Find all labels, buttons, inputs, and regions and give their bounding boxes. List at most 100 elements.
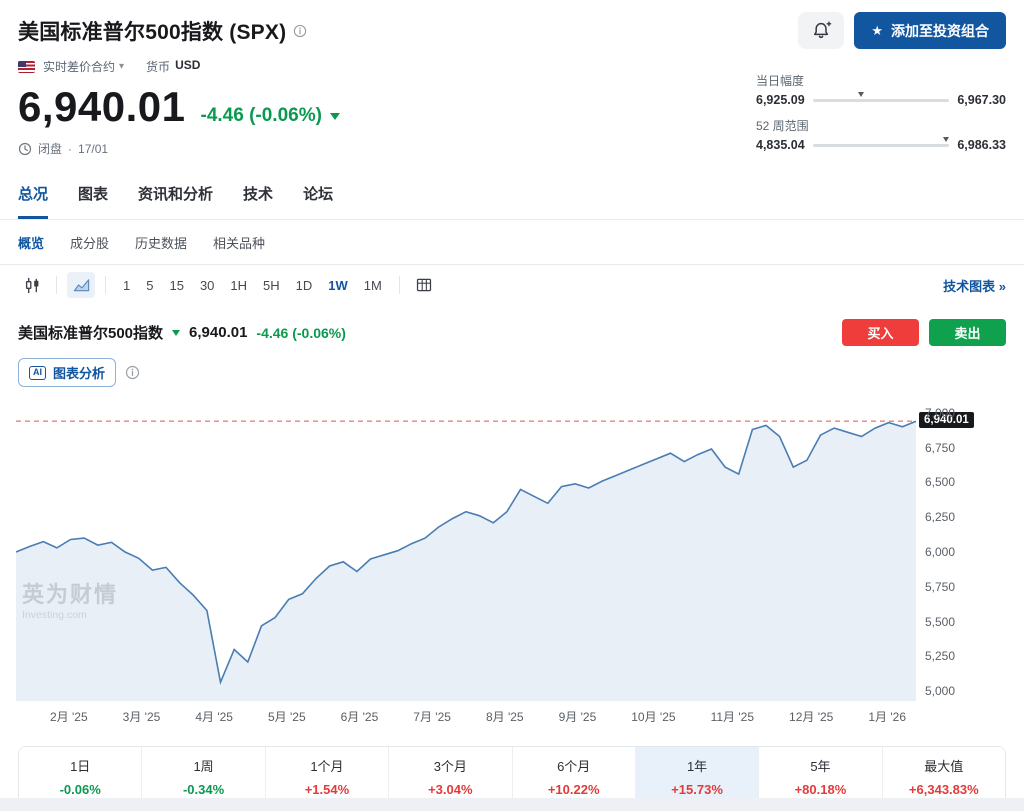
stat-max[interactable]: 最大值 +6,343.83% — [881, 747, 1005, 807]
x-axis-label: 8月 '25 — [485, 710, 524, 724]
y-axis-tick: 6,250 — [925, 510, 956, 525]
star-icon: ★ — [871, 23, 883, 38]
stat-label: 最大值 — [924, 759, 964, 774]
chart-toolbar: 1 5 15 30 1H 5H 1D 1W 1M 技术图表 » — [0, 264, 1024, 305]
stat-6m[interactable]: 6个月 +10.22% — [511, 747, 635, 807]
tab-overview[interactable]: 总况 — [18, 177, 49, 219]
stat-label: 6个月 — [557, 759, 591, 774]
week52-range-high: 6,986.33 — [957, 138, 1006, 152]
ai-analysis-row: AI 图表分析 — [18, 358, 1006, 387]
ai-info-icon[interactable] — [125, 365, 140, 380]
currency-label: 货币 — [146, 60, 171, 74]
add-to-portfolio-button[interactable]: ★ 添加至投资组合 — [854, 12, 1006, 49]
table-view-button[interactable] — [410, 272, 438, 298]
chart-last-price: 6,940.01 — [189, 324, 248, 341]
y-axis-tick: 5,500 — [925, 614, 956, 629]
stat-label: 1年 — [686, 759, 708, 774]
add-to-portfolio-label: 添加至投资组合 — [891, 22, 989, 39]
tab-chart[interactable]: 图表 — [78, 177, 108, 219]
area-chart-icon — [72, 276, 91, 295]
table-grid-icon — [415, 276, 433, 294]
interval-buttons: 1 5 15 30 1H 5H 1D 1W 1M — [116, 274, 389, 297]
x-axis-label: 6月 '25 — [340, 710, 379, 724]
price-chart-svg[interactable] — [16, 401, 916, 701]
plot-area[interactable]: 英为财情 Investing.com 2月 '25 3月 '25 4月 '25 5月 … — [16, 401, 916, 725]
subtab-overview[interactable]: 概览 — [18, 233, 44, 252]
interval-5h[interactable]: 5H — [256, 274, 287, 297]
stat-1m[interactable]: 1个月 +1.54% — [264, 747, 389, 807]
page-bottom-strip — [0, 798, 1024, 811]
interval-30[interactable]: 30 — [193, 274, 221, 297]
stat-value: -0.06% — [59, 782, 101, 797]
us-flag-icon — [18, 60, 35, 73]
close-date: 17/01 — [78, 141, 109, 156]
subtab-components[interactable]: 成分股 — [70, 233, 109, 252]
sell-button[interactable]: 卖出 — [929, 319, 1006, 346]
interval-15[interactable]: 15 — [162, 274, 190, 297]
price-change: -4.46 (-0.06%) — [201, 105, 340, 127]
stat-label: 5年 — [810, 759, 831, 774]
interval-1m[interactable]: 1M — [357, 274, 389, 297]
x-axis-label: 4月 '25 — [195, 710, 233, 724]
interval-1d[interactable]: 1D — [289, 274, 320, 297]
instrument-header: 美国标准普尔500指数 (SPX) ★ 添加至投资组合 实时差价合约 — [0, 0, 1024, 157]
buy-button[interactable]: 买入 — [842, 319, 919, 346]
x-axis-label: 1月 '26 — [868, 710, 906, 724]
interval-1[interactable]: 1 — [116, 274, 137, 297]
y-axis: 6,940.01 7,000 6,750 6,500 6,250 6,000 5,750 5… — [916, 401, 980, 725]
y-axis-tick: 6,750 — [925, 440, 956, 455]
toolbar-divider — [56, 276, 57, 294]
stat-1d[interactable]: 1日 -0.06% — [19, 747, 142, 807]
chart-header: 美国标准普尔500指数 6,940.01 -4.46 (-0.06%) 买入 卖… — [18, 319, 1006, 346]
tab-news-analysis[interactable]: 资讯和分析 — [138, 177, 213, 219]
x-axis-label: 12月 '25 — [789, 710, 834, 724]
create-alert-button[interactable] — [798, 12, 845, 49]
interval-5[interactable]: 5 — [139, 274, 160, 297]
toolbar-divider — [105, 276, 106, 294]
tab-forum[interactable]: 论坛 — [303, 177, 333, 219]
ranges-panel: 当日幅度 6,925.09 6,967.30 52 周范围 4,835.04 6… — [756, 72, 1006, 152]
technical-chart-link[interactable]: 技术图表 » — [943, 278, 1006, 294]
last-price-tag: 6,940.01 — [919, 412, 974, 429]
interval-1w[interactable]: 1W — [321, 274, 355, 297]
y-axis-tick: 7,000 — [925, 405, 956, 420]
price-line — [16, 421, 916, 682]
stat-value: +80.18% — [794, 782, 847, 797]
x-axis-label: 3月 '25 — [122, 710, 161, 724]
tab-technical[interactable]: 技术 — [243, 177, 273, 219]
day-range-high: 6,967.30 — [957, 93, 1006, 107]
stat-value: -0.34% — [182, 782, 225, 797]
clock-icon — [18, 142, 32, 156]
day-range-bar — [812, 91, 950, 102]
candlestick-chart-button[interactable] — [18, 272, 46, 298]
bell-plus-icon — [811, 20, 832, 41]
interval-1h[interactable]: 1H — [223, 274, 254, 297]
candlestick-icon — [23, 276, 42, 295]
last-price: 6,940.01 — [18, 83, 186, 130]
stat-1y[interactable]: 1年 +15.73% — [634, 747, 759, 807]
stat-5y[interactable]: 5年 +80.18% — [758, 747, 882, 807]
currency-info: 货币 USD — [146, 58, 200, 75]
stat-value: +10.22% — [547, 782, 600, 797]
day-range: 当日幅度 6,925.09 6,967.30 — [756, 72, 1006, 107]
stat-label: 1个月 — [310, 759, 344, 774]
chart-price-change: -4.46 (-0.06%) — [256, 324, 346, 341]
ai-chart-analysis-button[interactable]: AI 图表分析 — [18, 358, 117, 387]
stat-value: +1.54% — [304, 782, 350, 797]
week52-marker — [943, 136, 950, 142]
subtab-related[interactable]: 相关品种 — [213, 233, 265, 252]
instrument-type-dropdown[interactable]: 实时差价合约 ▾ — [43, 58, 124, 75]
week52-range-low: 4,835.04 — [756, 138, 805, 152]
area-chart-button[interactable] — [67, 272, 95, 298]
stat-value: +3.04% — [428, 782, 473, 797]
price-chart: 英为财情 Investing.com 2月 '25 3月 '25 4月 '25 5月 … — [0, 401, 1024, 725]
stat-1w[interactable]: 1周 -0.34% — [141, 747, 265, 807]
ai-chart-analysis-label: 图表分析 — [53, 366, 106, 381]
stat-3m[interactable]: 3个月 +3.04% — [388, 747, 512, 807]
currency-code: USD — [175, 58, 201, 72]
title-info-icon[interactable] — [293, 24, 307, 38]
subtab-historical[interactable]: 历史数据 — [135, 233, 187, 252]
x-axis-label: 5月 '25 — [267, 710, 306, 724]
day-range-label: 当日幅度 — [756, 74, 805, 88]
